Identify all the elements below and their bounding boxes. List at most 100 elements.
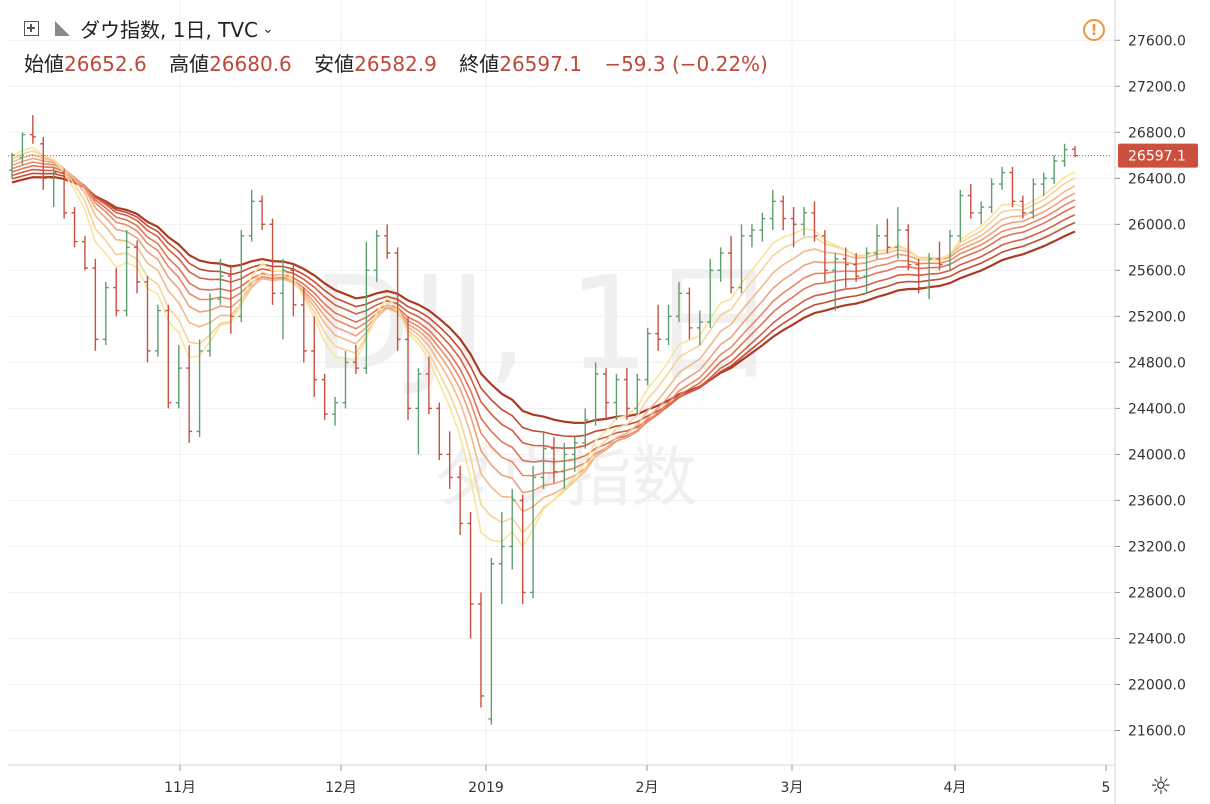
candle <box>957 189 964 242</box>
candle <box>769 189 776 231</box>
candle <box>290 264 297 317</box>
price-tick-label: 22800.0 <box>1128 585 1186 601</box>
candle <box>238 230 245 323</box>
candle <box>113 268 120 317</box>
high-value: 26680.6 <box>209 52 292 76</box>
candle <box>821 230 828 282</box>
candle <box>967 184 974 219</box>
candle <box>154 304 161 357</box>
price-tick-label: 26800.0 <box>1128 125 1186 141</box>
candle <box>1030 178 1037 219</box>
candle <box>842 247 849 288</box>
candle <box>623 368 630 420</box>
candle <box>946 230 953 271</box>
candle <box>415 368 422 455</box>
candle <box>1019 195 1026 219</box>
candle <box>936 241 943 271</box>
candle <box>613 373 620 420</box>
price-tag: 26597.1 <box>1118 143 1198 168</box>
time-axis: 11月 12月 2019 2月 3月 4月 5 <box>164 765 1110 796</box>
candle <box>405 316 412 420</box>
candle <box>884 218 891 254</box>
open-value: 26652.6 <box>64 52 147 76</box>
candle <box>311 316 318 397</box>
flag-icon[interactable] <box>55 21 70 36</box>
candle <box>488 557 495 725</box>
candle <box>363 241 370 374</box>
price-tick-label: 25200.0 <box>1128 309 1186 325</box>
candle <box>498 511 505 604</box>
candle <box>853 253 860 282</box>
candle <box>144 276 151 363</box>
close-value: 26597.1 <box>499 52 582 76</box>
candle <box>811 201 818 242</box>
candle <box>373 230 380 282</box>
low-label: 安値 <box>314 52 355 76</box>
candle <box>248 189 255 242</box>
symbol-row: ダウ指数, 1日, TVC ⌄ <box>24 14 274 43</box>
close-label: 終値 <box>459 52 500 76</box>
candle <box>873 224 880 259</box>
candle <box>832 253 839 311</box>
candle <box>436 402 443 461</box>
candle <box>446 431 453 489</box>
price-tick-label: 26400.0 <box>1128 171 1186 187</box>
candle <box>634 373 641 415</box>
candle <box>728 235 735 294</box>
candle <box>863 247 870 294</box>
candle <box>905 224 912 271</box>
candle <box>530 465 537 599</box>
candle <box>134 240 141 294</box>
price-tick-label: 27200.0 <box>1128 79 1186 95</box>
candle <box>686 287 693 340</box>
candle <box>582 408 589 449</box>
price-tick-label: 21600.0 <box>1128 723 1186 739</box>
candle <box>269 218 276 305</box>
candle <box>123 230 130 317</box>
candle <box>321 373 328 420</box>
time-tick-label: 11月 <box>164 780 196 796</box>
candle <box>696 310 703 346</box>
ohlc-row: 始値26652.6 高値26680.6 安値26582.9 終値26597.1 … <box>24 48 768 77</box>
candle <box>71 207 78 248</box>
collapse-icon[interactable] <box>24 21 39 36</box>
price-tick-label: 22000.0 <box>1128 677 1186 693</box>
candle <box>61 169 68 219</box>
symbol-title[interactable]: ダウ指数, 1日, TVC <box>80 18 259 42</box>
candle <box>790 207 797 248</box>
candle <box>759 212 766 242</box>
candle <box>738 224 745 294</box>
candle <box>675 281 682 323</box>
candle <box>748 224 755 248</box>
alert-icon[interactable]: ! <box>1083 19 1105 41</box>
price-tick-label: 22400.0 <box>1128 631 1186 647</box>
candle <box>926 253 933 300</box>
candle <box>665 304 672 346</box>
candle <box>352 345 359 374</box>
candle <box>540 431 547 489</box>
candle <box>519 494 526 604</box>
candle <box>92 258 99 351</box>
candle <box>217 258 224 305</box>
time-tick-label: 2月 <box>636 780 659 796</box>
time-tick-label: 3月 <box>781 780 804 796</box>
candle <box>457 465 464 535</box>
price-tick-label: 23600.0 <box>1128 493 1186 509</box>
settings-gear-icon[interactable]: ☼ <box>1150 772 1172 800</box>
candle <box>19 132 26 165</box>
chevron-down-icon[interactable]: ⌄ <box>262 20 274 37</box>
candle <box>50 166 57 208</box>
candle <box>592 362 599 426</box>
candle <box>477 592 484 708</box>
time-tick-label: 5 <box>1102 780 1111 796</box>
time-tick-label: 4月 <box>944 780 967 796</box>
grid-lines <box>8 0 1115 765</box>
candle <box>394 247 401 351</box>
time-tick-label: 2019 <box>468 780 504 796</box>
candle <box>801 207 808 236</box>
ma-line <box>11 175 1076 425</box>
candle <box>196 339 203 438</box>
candle <box>550 437 557 484</box>
time-tick-label: 12月 <box>325 780 357 796</box>
